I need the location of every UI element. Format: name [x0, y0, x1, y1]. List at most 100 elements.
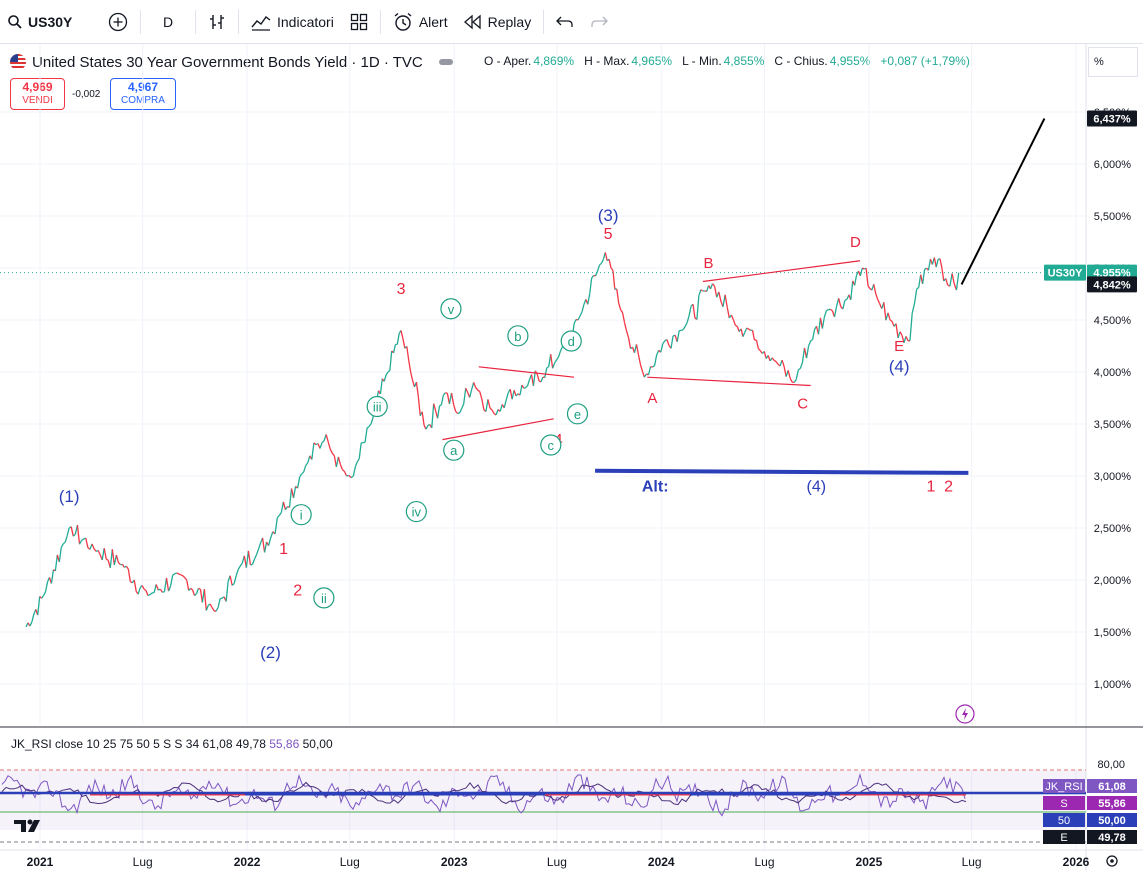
- price-segment: [873, 284, 877, 294]
- rsi-e-badge-tag-bg: [1043, 830, 1085, 844]
- triangle-wave-label: d: [568, 334, 575, 349]
- price-segment: [211, 607, 215, 612]
- compare-symbol-button[interactable]: [100, 6, 136, 38]
- percent-scale-toggle[interactable]: %: [1088, 47, 1138, 77]
- primary-wave-label: (1): [59, 487, 80, 506]
- low-label: L - Min.: [682, 54, 722, 68]
- price-chart[interactable]: (1)(2)(3)(4)12345iiiiiiivvabcdeABCDEAlt:…: [0, 44, 1143, 871]
- rsi-value-badge-tag-bg: [1043, 779, 1085, 793]
- price-segment: [143, 588, 147, 592]
- chart-type-button[interactable]: [200, 6, 234, 38]
- price-segment: [594, 270, 599, 277]
- minor-wave-label-circle: [405, 500, 427, 523]
- price-segment: [313, 442, 317, 446]
- price-segment: [337, 456, 342, 465]
- price-segment: [477, 389, 481, 393]
- price-segment: [799, 362, 804, 369]
- price-segment: [557, 350, 562, 358]
- close-value: 4,955%: [829, 54, 871, 68]
- replay-button[interactable]: Replay: [456, 6, 540, 38]
- price-segment: [905, 336, 909, 342]
- price-segment: [787, 370, 791, 379]
- price-segment: [155, 584, 159, 591]
- rsi-value-badge-tag: JK_RSI: [1045, 781, 1082, 793]
- change-value: +0,087 (+1,79%): [880, 54, 970, 68]
- indicators-button[interactable]: Indicatori: [243, 6, 342, 38]
- price-segment: [899, 331, 903, 336]
- price-segment: [147, 594, 151, 597]
- price-segment: [865, 268, 869, 287]
- triangle-upper-line: [478, 366, 575, 378]
- interval-button[interactable]: D: [145, 6, 191, 38]
- price-segment: [751, 330, 756, 341]
- price-segment: [461, 403, 465, 409]
- price-segment: [184, 577, 188, 581]
- price-segment: [771, 357, 775, 361]
- price-segment: [105, 558, 109, 561]
- price-segment: [647, 366, 652, 376]
- price-segment: [91, 543, 95, 550]
- price-segment: [637, 354, 642, 365]
- y-tick-label: 4,000%: [1094, 367, 1132, 379]
- price-segment: [153, 584, 157, 593]
- minor-wave-label: v: [448, 302, 455, 317]
- price-segment: [485, 399, 489, 412]
- price-segment: [335, 456, 340, 468]
- price-segment: [321, 440, 325, 444]
- price-segment: [513, 390, 517, 397]
- price-segment: [251, 558, 256, 565]
- price-segment: [342, 469, 345, 472]
- price-segment: [159, 588, 163, 593]
- price-segment: [440, 395, 444, 405]
- search-icon: [8, 14, 22, 29]
- price-segment: [670, 335, 674, 349]
- price-segment: [877, 298, 881, 305]
- price-segment: [473, 382, 477, 388]
- price-segment: [141, 585, 145, 590]
- tradingview-logo: [14, 819, 40, 832]
- triangle-wave-label-circle: [540, 434, 562, 456]
- price-segment: [43, 591, 47, 596]
- price-segment: [850, 280, 854, 300]
- price-segment: [540, 376, 544, 383]
- price-segment: [688, 306, 692, 316]
- price-segment: [182, 575, 186, 579]
- triangle-wave-label: a: [450, 443, 458, 458]
- alert-button[interactable]: Alert: [385, 6, 456, 38]
- price-segment: [844, 298, 848, 301]
- price-segment: [93, 548, 97, 552]
- price-segment: [596, 264, 601, 272]
- price-segment: [76, 525, 81, 545]
- x-tick-label: 2021: [27, 855, 54, 869]
- minor-wave-label: iii: [373, 400, 382, 415]
- minor-wave-label: i: [300, 508, 303, 523]
- price-segment: [700, 289, 704, 292]
- minor-wave-label: ii: [321, 591, 327, 606]
- y-tick-label: 3,500%: [1094, 419, 1132, 431]
- price-segment: [29, 621, 33, 627]
- price-segment: [239, 562, 243, 567]
- price-segment: [911, 303, 916, 314]
- price-segment: [773, 359, 777, 363]
- price-segment: [459, 408, 463, 414]
- toolbar-divider: [379, 9, 381, 34]
- redo-button[interactable]: [582, 6, 616, 38]
- ohlc-values: O - Aper. 4,869% H - Max. 4,965% L - Min…: [484, 54, 978, 68]
- legend-toggle-icon[interactable]: [438, 59, 453, 65]
- undo-button[interactable]: [548, 6, 582, 38]
- settings-gear-icon[interactable]: [1106, 855, 1118, 867]
- price-segment: [442, 392, 446, 396]
- price-segment: [726, 307, 730, 319]
- sell-button[interactable]: 4,969 VENDI: [10, 78, 65, 110]
- price-axis[interactable]: 1,000% 1,500% 2,000% 2,500% 3,000% 3,500% 4,00…: [1043, 107, 1137, 844]
- price-segment: [137, 587, 141, 595]
- templates-button[interactable]: [342, 6, 376, 38]
- symbol-search-button[interactable]: US30Y: [0, 6, 100, 38]
- price-segment: [554, 359, 558, 364]
- price-segment: [546, 366, 550, 369]
- price-segment: [949, 273, 953, 287]
- rsi-tick-label: 80,00: [1097, 759, 1125, 771]
- settings-gear-center: [1110, 859, 1114, 863]
- y-tick-label: 2,500%: [1094, 523, 1132, 535]
- time-axis[interactable]: 2021 Lug 2022 Lug 2023 Lug 2024 Lug 2025 Lug 2026: [27, 855, 1118, 869]
